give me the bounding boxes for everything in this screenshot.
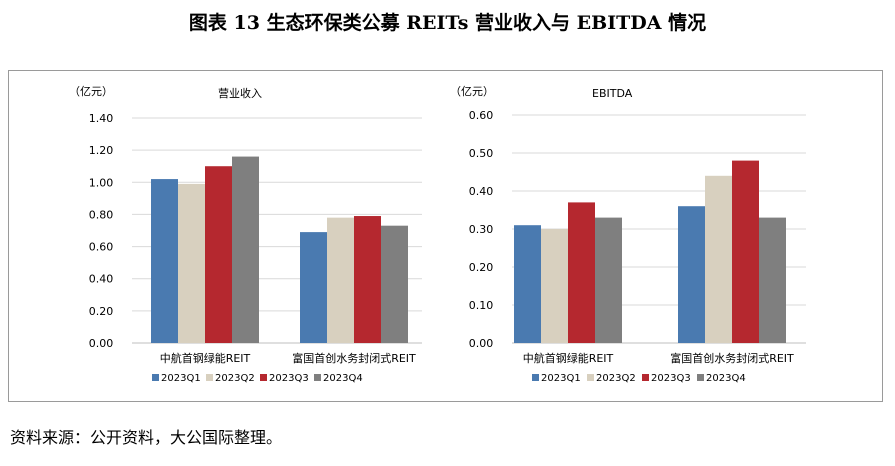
- legend-swatch-1-3: [697, 374, 704, 381]
- y-tick-label-1-0: 0.00: [469, 337, 494, 350]
- chart-title-0: 营业收入: [218, 86, 262, 100]
- legend-label-0-3: 2023Q4: [323, 373, 363, 384]
- legend-swatch-0-1: [206, 374, 213, 381]
- y-tick-label-0-4: 0.80: [89, 208, 114, 221]
- unit-label-1: （亿元）: [450, 85, 494, 98]
- y-tick-label-0-3: 0.60: [89, 241, 114, 254]
- legend-swatch-1-1: [587, 374, 594, 381]
- bar-1-0-3: [595, 217, 622, 343]
- y-tick-label-0-7: 1.40: [89, 112, 114, 125]
- bar-0-1-2: [354, 216, 381, 343]
- category-label-1-0: 中航首钢绿能REIT: [523, 351, 614, 365]
- legend-label-0-2: 2023Q3: [269, 373, 309, 384]
- legend-swatch-0-0: [152, 374, 159, 381]
- y-tick-label-1-5: 0.50: [469, 147, 494, 160]
- legend-swatch-0-2: [260, 374, 267, 381]
- category-label-1-1: 富国首创水务封闭式REIT: [670, 351, 794, 365]
- bar-1-0-1: [541, 229, 568, 343]
- bar-0-0-1: [178, 183, 205, 343]
- y-tick-label-0-0: 0.00: [89, 337, 114, 350]
- legend-label-0-1: 2023Q2: [215, 373, 255, 384]
- bar-1-1-0: [678, 206, 705, 343]
- y-tick-label-1-2: 0.20: [469, 261, 494, 274]
- y-tick-label-0-6: 1.20: [89, 144, 114, 157]
- chart-frame: [8, 70, 883, 402]
- bar-0-0-0: [151, 179, 178, 343]
- category-label-0-0: 中航首钢绿能REIT: [160, 351, 251, 365]
- y-tick-label-1-1: 0.10: [469, 299, 494, 312]
- legend-label-1-2: 2023Q3: [651, 373, 691, 384]
- legend-swatch-1-2: [642, 374, 649, 381]
- y-tick-label-1-4: 0.40: [469, 185, 494, 198]
- bar-0-0-2: [205, 166, 232, 343]
- bar-0-1-3: [381, 225, 408, 343]
- legend-label-1-3: 2023Q4: [706, 373, 746, 384]
- bar-1-0-2: [568, 202, 595, 343]
- figure-title: 图表 13 生态环保类公募 REITs 营业收入与 EBITDA 情况: [188, 12, 707, 34]
- y-tick-label-1-6: 0.60: [469, 109, 494, 122]
- category-label-0-1: 富国首创水务封闭式REIT: [292, 351, 416, 365]
- legend-label-0-0: 2023Q1: [161, 373, 201, 384]
- legend-swatch-1-0: [532, 374, 539, 381]
- y-tick-label-0-2: 0.40: [89, 273, 114, 286]
- chart-title-1: EBITDA: [592, 87, 633, 100]
- y-tick-label-1-3: 0.30: [469, 223, 494, 236]
- legend-swatch-0-3: [314, 374, 321, 381]
- y-tick-label-0-5: 1.00: [89, 176, 114, 189]
- bar-1-1-1: [705, 175, 732, 343]
- bar-0-1-0: [300, 232, 327, 343]
- unit-label-0: （亿元）: [69, 85, 113, 98]
- legend-label-1-0: 2023Q1: [541, 373, 581, 384]
- legend-label-1-1: 2023Q2: [596, 373, 636, 384]
- bar-1-1-3: [759, 217, 786, 343]
- bar-1-0-0: [514, 225, 541, 343]
- bar-0-1-1: [327, 217, 354, 343]
- source-note: 资料来源：公开资料，大公国际整理。: [10, 428, 283, 447]
- bar-0-0-3: [232, 156, 259, 343]
- bar-1-1-2: [732, 160, 759, 343]
- y-tick-label-0-1: 0.20: [89, 305, 114, 318]
